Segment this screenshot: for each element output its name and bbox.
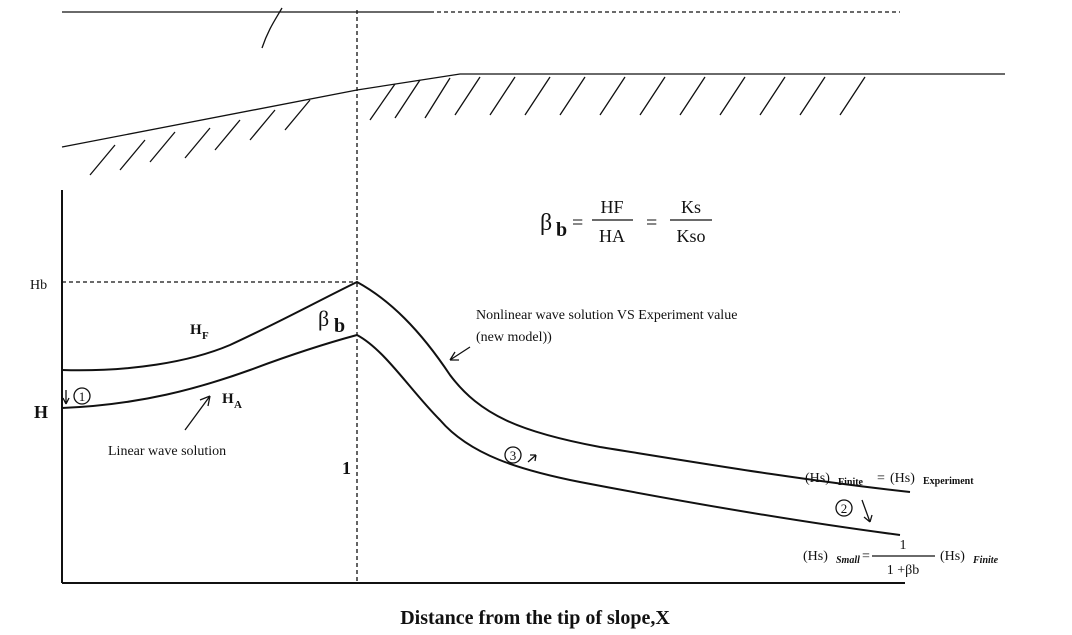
hb-label: Hb (30, 278, 47, 293)
formula-eq: = (646, 212, 657, 234)
arrow (449, 346, 471, 361)
peak-label: β (318, 306, 329, 331)
formula-den: HA (599, 226, 625, 246)
marker-circle (73, 387, 91, 405)
arrow (527, 454, 537, 463)
x-label: Distance from the tip of slope,X (400, 607, 670, 629)
small-hs: (Hs) (803, 549, 828, 564)
unit-label: 1 (342, 458, 351, 478)
small-eq: = (862, 549, 870, 564)
marker-circle (504, 446, 522, 464)
arrow (62, 390, 70, 405)
upper-curve (61, 280, 911, 493)
marker: 3 (510, 448, 517, 463)
small-num: 1 (900, 538, 907, 553)
formula-den: Kso (676, 226, 705, 246)
small-den: 1 +βb (887, 563, 920, 578)
seabed (61, 73, 1005, 148)
finite-eq: = (877, 471, 885, 486)
nonlinear-label: Nonlinear wave solution VS Experiment va… (476, 308, 737, 323)
seabed-hatch (89, 76, 866, 176)
linear-label: Linear wave solution (108, 444, 226, 459)
marker: 2 (841, 501, 848, 516)
formula-lhs: β (540, 210, 552, 236)
finite-hs: (Hs) (890, 471, 915, 486)
small-sub: Small (836, 555, 860, 566)
upper-sub: F (202, 330, 209, 342)
formula-num: HF (600, 197, 623, 217)
marker: 1 (79, 389, 86, 404)
peak-sub: b (334, 315, 345, 337)
formula-eq: = (572, 212, 583, 234)
lower-label: H (222, 391, 234, 407)
formula-num: Ks (681, 197, 701, 217)
finite-sub: Experiment (923, 476, 974, 487)
small-sub: Finite (972, 555, 999, 566)
lower-sub: A (234, 399, 242, 411)
formula-lhs-sub: b (556, 219, 567, 241)
upper-label: H (190, 322, 202, 338)
small-hs: (Hs) (940, 549, 965, 564)
arrow (184, 395, 211, 431)
finite-hs: (Hs) (805, 471, 830, 486)
break-mark (261, 7, 283, 49)
finite-sub: Finite (838, 477, 864, 488)
marker-circle (835, 499, 853, 517)
lower-curve (61, 333, 901, 536)
y-label: H (34, 402, 48, 422)
arrow (861, 499, 873, 523)
nonlinear-label: (new model)) (476, 330, 552, 345)
